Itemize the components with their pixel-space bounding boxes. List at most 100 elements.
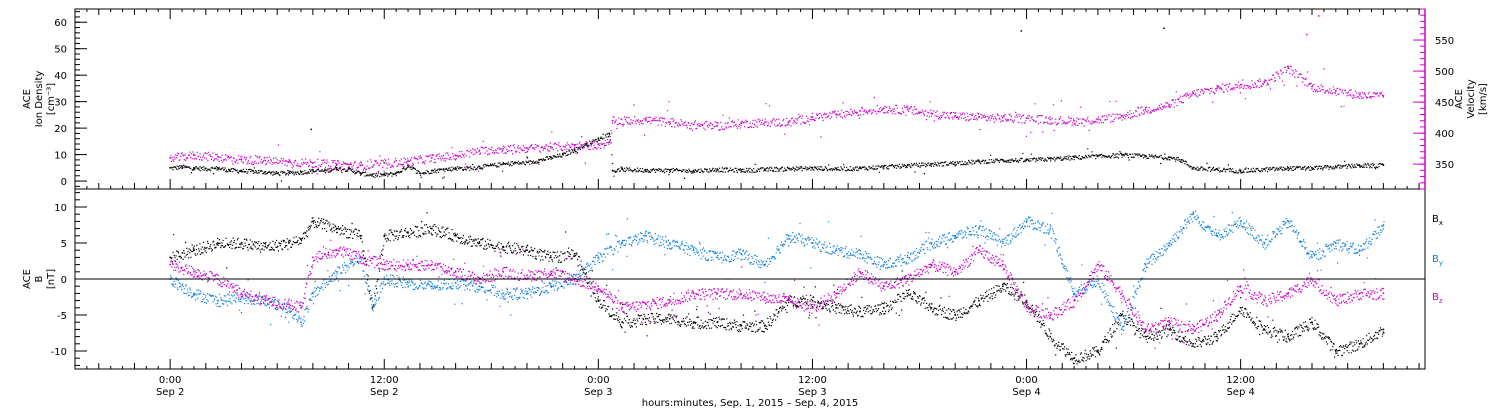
data-point (383, 173, 386, 176)
top-left-ylabel: ACE Ion Density [cm⁻³] (22, 71, 57, 128)
data-point (1335, 299, 1337, 302)
data-point (1073, 292, 1075, 295)
data-point (169, 263, 171, 266)
series-Bz (169, 239, 1385, 349)
y-tick-label: -5 (57, 311, 67, 322)
data-point (883, 165, 885, 168)
data-point (335, 249, 338, 251)
data-point (216, 155, 219, 158)
top-left-ylabel-line1: ACE (22, 89, 33, 109)
data-point (193, 154, 195, 156)
data-point (1073, 299, 1075, 302)
data-point (1311, 85, 1313, 88)
b-legend: Bx By Bz (1432, 214, 1443, 305)
series-trace-1 (169, 65, 1385, 175)
outlier-point (1306, 33, 1308, 36)
data-point (811, 116, 814, 118)
data-point (1216, 87, 1218, 90)
data-point (764, 325, 766, 327)
data-point (1287, 335, 1289, 338)
data-point (764, 296, 766, 298)
y-tick-label: 10 (54, 151, 67, 162)
series-Bx (169, 212, 1385, 365)
data-point (431, 169, 433, 172)
data-point (764, 121, 766, 123)
data-point (431, 285, 433, 287)
data-point (383, 162, 386, 164)
outlier-point (1163, 27, 1165, 30)
data-point (502, 147, 504, 150)
data-point (692, 249, 695, 251)
top-panel-frame (74, 8, 1426, 190)
data-point (573, 148, 576, 151)
bottom-ylabel-line3: [nT] (46, 269, 57, 289)
data-point (1311, 256, 1313, 259)
data-point (550, 285, 552, 287)
data-point (740, 122, 742, 124)
data-point (478, 149, 481, 152)
data-point (1025, 159, 1028, 161)
data-point (906, 108, 909, 111)
data-point (597, 299, 600, 302)
data-point (1168, 321, 1171, 323)
bottom-ylabel-line1: ACE (22, 269, 33, 289)
data-point (1239, 169, 1242, 172)
outlier-point (1020, 30, 1023, 32)
data-point (431, 157, 433, 159)
data-point (288, 242, 290, 244)
data-point (1049, 314, 1052, 316)
y-tick-label: 500 (1435, 67, 1454, 78)
data-point (252, 170, 255, 172)
x-tick-date-label: Sep 4 (1012, 387, 1040, 398)
data-point (335, 163, 338, 165)
data-point (692, 321, 695, 323)
data-point (193, 167, 195, 169)
top-panel-axes: 0 10 20 30 40 50 60 350 400 450 500 550 (54, 8, 1454, 190)
data-point (550, 271, 552, 273)
data-point (978, 299, 980, 302)
data-point (1335, 90, 1337, 92)
data-point (645, 235, 647, 237)
data-point (335, 227, 338, 230)
data-point (787, 235, 790, 237)
data-point (597, 285, 600, 287)
trace-dots (170, 133, 1384, 182)
series-trace-0 (169, 132, 1385, 182)
data-point (645, 317, 647, 320)
data-point (954, 314, 956, 316)
data-point (1382, 328, 1385, 331)
data-point (1002, 116, 1004, 119)
x-tick-time-label: 12:00 (1226, 375, 1255, 386)
data-point (407, 281, 409, 284)
x-tick-time-label: 0:00 (1015, 375, 1037, 386)
data-point (216, 167, 219, 169)
data-point (300, 321, 302, 323)
data-point (383, 235, 386, 237)
data-point (716, 124, 719, 127)
data-point (442, 168, 445, 170)
top-right-ylabel-line3: [km/s] (1478, 83, 1489, 115)
x-axis-title: hours:minutes, Sep. 1, 2015 – Sep. 4, 20… (642, 398, 858, 409)
data-point (1287, 167, 1289, 169)
data-point (228, 169, 231, 171)
data-point (454, 154, 457, 157)
data-point (883, 107, 885, 110)
data-point (608, 141, 610, 144)
data-point (193, 271, 195, 273)
data-point (883, 307, 885, 309)
x-tick-date-label: Sep 2 (156, 387, 184, 398)
data-point (300, 171, 302, 173)
data-point (1144, 335, 1147, 338)
data-point (240, 158, 243, 160)
data-point (431, 227, 433, 230)
data-point (621, 307, 623, 309)
y-tick-label: 450 (1435, 98, 1454, 109)
data-point (431, 263, 433, 266)
data-point (1002, 242, 1004, 244)
y-tick-label: 550 (1435, 36, 1454, 47)
data-point (288, 171, 290, 174)
data-point (611, 119, 614, 122)
data-point (312, 169, 314, 172)
data-point (1335, 165, 1337, 168)
